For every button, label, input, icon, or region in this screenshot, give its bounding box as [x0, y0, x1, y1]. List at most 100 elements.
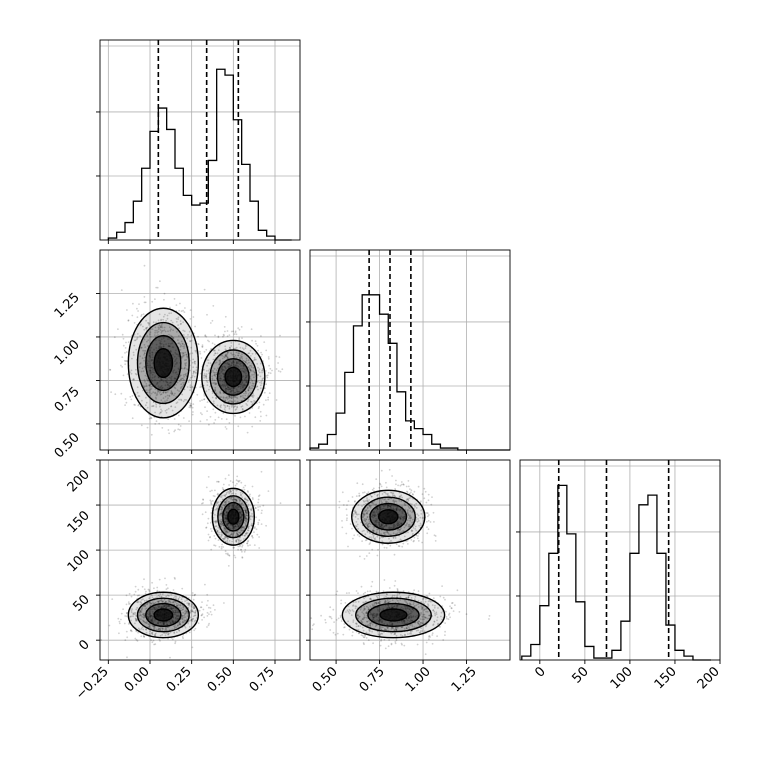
sample-point	[362, 513, 365, 516]
sample-point	[375, 531, 378, 534]
sample-point	[369, 532, 371, 535]
sample-point	[221, 494, 223, 497]
sample-point	[228, 492, 231, 495]
sample-point	[237, 524, 240, 527]
sample-point	[191, 609, 193, 611]
panel-x0-x2-density	[96, 459, 301, 664]
sample-point	[181, 617, 184, 620]
sample-point	[130, 372, 133, 375]
sample-point	[369, 506, 372, 509]
sample-point	[212, 382, 215, 384]
sample-point	[167, 418, 170, 420]
sample-point	[226, 362, 229, 365]
sample-point	[189, 406, 192, 409]
sample-point	[235, 408, 238, 410]
sample-point	[246, 517, 248, 520]
sample-point	[239, 516, 242, 518]
sample-point	[189, 340, 192, 343]
sample-point	[193, 594, 196, 596]
sample-point	[181, 356, 184, 358]
sample-point	[229, 533, 232, 536]
sample-point	[382, 505, 385, 508]
sample-point	[121, 366, 124, 368]
panel-x0-x1-density	[96, 249, 301, 454]
sample-point	[240, 521, 243, 524]
sample-point	[234, 391, 236, 394]
sample-point	[150, 378, 153, 381]
sample-point	[141, 399, 143, 402]
sample-point	[363, 529, 365, 532]
sample-point	[417, 514, 420, 517]
sample-point	[151, 380, 154, 382]
sample-point	[171, 638, 174, 641]
sample-point	[346, 504, 348, 507]
sample-point	[245, 381, 248, 384]
sample-point	[268, 392, 271, 394]
sample-point	[159, 326, 162, 329]
sample-point	[148, 615, 151, 618]
sample-point	[235, 500, 238, 502]
sample-point	[149, 333, 151, 336]
sample-point	[225, 354, 228, 357]
sample-point	[392, 505, 395, 507]
sample-point	[227, 363, 230, 365]
sample-point	[160, 411, 162, 414]
sample-point	[174, 620, 177, 623]
sample-point	[395, 508, 398, 510]
sample-point	[388, 621, 391, 624]
sample-point	[217, 336, 220, 339]
sample-point	[215, 369, 218, 372]
sample-point	[186, 355, 188, 358]
sample-point	[253, 358, 256, 361]
sample-point	[144, 605, 147, 608]
sample-point	[241, 526, 244, 529]
sample-point	[224, 389, 227, 391]
sample-point	[243, 488, 246, 491]
sample-point	[195, 366, 198, 369]
sample-point	[238, 511, 241, 514]
sample-point	[146, 364, 149, 367]
sample-point	[159, 390, 162, 393]
sample-point	[212, 369, 214, 372]
sample-point	[260, 415, 262, 418]
sample-point	[166, 378, 169, 380]
sample-point	[225, 501, 228, 503]
sample-point	[147, 623, 150, 625]
sample-point	[396, 522, 399, 524]
sample-point	[312, 624, 314, 627]
sample-point	[158, 412, 161, 415]
sample-point	[230, 397, 233, 399]
sample-point	[135, 618, 138, 621]
sample-point	[194, 610, 197, 613]
sample-point	[243, 367, 245, 369]
sample-point	[248, 412, 251, 414]
sample-point	[154, 388, 157, 391]
sample-point	[234, 507, 237, 510]
sample-point	[387, 506, 389, 509]
sample-point	[255, 358, 257, 361]
sample-point	[232, 360, 235, 362]
sample-point	[261, 353, 263, 356]
sample-point	[160, 330, 163, 332]
sample-point	[220, 385, 223, 387]
sample-point	[379, 525, 381, 528]
sample-point	[245, 519, 247, 522]
sample-point	[254, 372, 256, 374]
sample-point	[238, 479, 241, 482]
sample-point	[244, 534, 246, 537]
sample-point	[376, 519, 379, 521]
sample-point	[348, 612, 351, 615]
sample-point	[225, 517, 228, 520]
sample-point	[412, 616, 414, 618]
sample-point	[227, 522, 229, 525]
sample-point	[371, 548, 374, 551]
sample-point	[157, 622, 159, 625]
sample-point	[142, 325, 144, 328]
sample-point	[257, 501, 260, 504]
sample-point	[174, 429, 177, 432]
sample-point	[366, 506, 369, 509]
sample-point	[154, 379, 156, 381]
sample-point	[169, 600, 171, 603]
sample-point	[206, 381, 209, 384]
sample-point	[244, 361, 247, 363]
